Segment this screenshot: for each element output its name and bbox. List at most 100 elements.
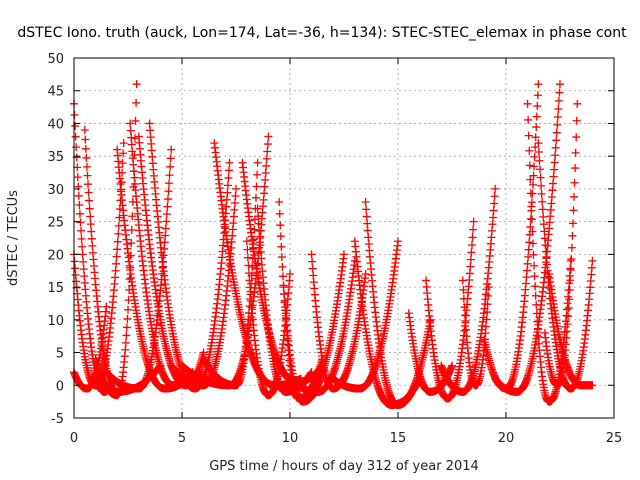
data-point	[230, 199, 239, 208]
data-point	[394, 237, 402, 246]
data-point	[80, 126, 89, 134]
data-point	[71, 132, 80, 141]
data-point	[361, 270, 370, 278]
plot-frame	[73, 57, 615, 419]
satellite-pass	[404, 309, 456, 396]
data-point	[161, 231, 170, 240]
data-point	[537, 181, 546, 190]
data-point	[165, 179, 174, 188]
data-point	[88, 241, 97, 250]
data-point	[102, 302, 111, 311]
chart-title: dSTEC Iono. truth (auck, Lon=174, Lat=-3…	[17, 25, 627, 41]
data-point	[534, 139, 543, 148]
data-point	[484, 283, 493, 292]
data-point	[524, 245, 533, 254]
data-point	[572, 116, 581, 125]
data-point	[161, 224, 170, 233]
data-point	[467, 248, 476, 257]
satellite-pass	[199, 158, 262, 390]
y-tick-label: 25	[47, 216, 64, 231]
data-point	[73, 163, 82, 172]
data-point	[308, 257, 317, 266]
data-point	[530, 261, 539, 270]
data-point	[565, 286, 574, 295]
data-point	[74, 191, 83, 200]
data-point	[145, 119, 154, 128]
data-point	[121, 338, 130, 347]
data-point	[526, 189, 535, 198]
x-tick-label: 0	[70, 431, 78, 446]
data-point	[538, 197, 547, 206]
data-point	[566, 276, 575, 285]
data-point	[84, 188, 93, 197]
data-point	[484, 291, 493, 300]
data-point	[531, 291, 540, 300]
satellite-pass	[307, 250, 370, 393]
y-tick-label: 40	[47, 117, 64, 132]
data-point	[83, 171, 92, 180]
data-point	[231, 192, 240, 201]
data-point	[242, 237, 251, 246]
data-point	[261, 168, 270, 177]
data-point	[246, 283, 255, 292]
data-point	[88, 248, 97, 257]
data-point	[163, 202, 172, 211]
data-point	[132, 98, 141, 107]
data-point	[114, 229, 123, 238]
data-point	[222, 195, 231, 204]
data-point	[556, 80, 564, 89]
data-point	[539, 212, 548, 221]
data-point	[571, 148, 580, 157]
data-point	[263, 147, 272, 156]
data-point	[565, 295, 574, 304]
data-point	[488, 220, 497, 229]
data-point	[112, 252, 121, 261]
data-point	[253, 170, 262, 179]
data-point	[540, 227, 549, 236]
data-point	[528, 227, 537, 236]
data-point	[127, 140, 136, 149]
data-point	[533, 325, 542, 334]
data-point	[461, 318, 470, 327]
data-point	[531, 282, 540, 291]
y-tick-label: 15	[47, 281, 64, 296]
data-point	[490, 192, 499, 201]
data-point	[112, 259, 121, 268]
data-point	[534, 80, 543, 89]
data-point	[552, 136, 561, 145]
data-point	[362, 205, 371, 214]
data-point	[531, 143, 540, 152]
data-point	[564, 312, 573, 321]
data-point	[74, 182, 83, 191]
data-point	[570, 178, 579, 187]
data-point	[532, 300, 541, 309]
y-tick-label: 30	[47, 183, 64, 198]
data-point	[224, 173, 233, 182]
data-point	[275, 209, 284, 218]
data-point	[164, 187, 173, 196]
x-axis-label: GPS time / hours of day 312 of year 2014	[209, 459, 479, 474]
data-point	[469, 217, 478, 226]
data-point	[538, 205, 547, 214]
data-point	[79, 265, 88, 274]
data-point	[483, 308, 492, 317]
data-point	[85, 196, 94, 205]
data-point	[162, 210, 171, 219]
data-point	[82, 162, 91, 171]
data-point	[534, 148, 543, 157]
data-point	[529, 180, 537, 189]
data-point	[163, 195, 172, 204]
data-point	[275, 198, 284, 206]
x-tick-label: 10	[282, 431, 299, 446]
data-point	[230, 205, 239, 214]
data-point	[279, 283, 288, 292]
data-point	[532, 309, 541, 318]
data-point	[86, 220, 95, 229]
satellite-pass	[458, 276, 493, 390]
data-point	[530, 162, 539, 171]
data-point	[146, 126, 155, 135]
satellite-pass	[491, 80, 564, 396]
data-point	[535, 156, 544, 165]
satellite-pass	[437, 184, 500, 396]
data-point	[551, 143, 560, 152]
